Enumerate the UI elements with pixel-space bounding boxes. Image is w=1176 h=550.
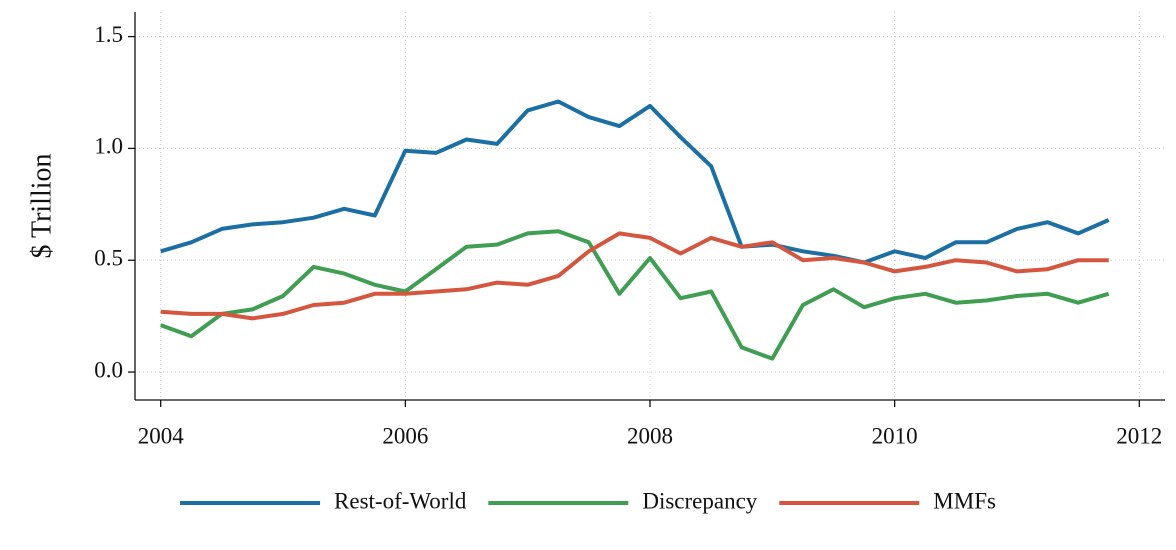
legend-label: MMFs: [933, 488, 996, 513]
x-tick-label: 2012: [1116, 423, 1162, 448]
x-tick-label: 2010: [872, 423, 918, 448]
series-line: [160, 229, 1110, 361]
y-tick-label: 1.5: [94, 22, 123, 47]
x-tick-label: 2008: [627, 423, 673, 448]
y-tick-label: 0.0: [94, 357, 123, 382]
legend-label: Discrepancy: [642, 488, 757, 513]
y-tick-label: 0.5: [94, 246, 123, 271]
x-tick-label: 2006: [382, 423, 428, 448]
x-tick-label: 2004: [138, 423, 185, 448]
series-line: [160, 99, 1110, 265]
series-line: [160, 231, 1109, 321]
y-axis-label: $ Trillion: [26, 153, 57, 258]
y-tick-label: 1.0: [94, 134, 123, 159]
legend-label: Rest-of-World: [334, 488, 467, 513]
